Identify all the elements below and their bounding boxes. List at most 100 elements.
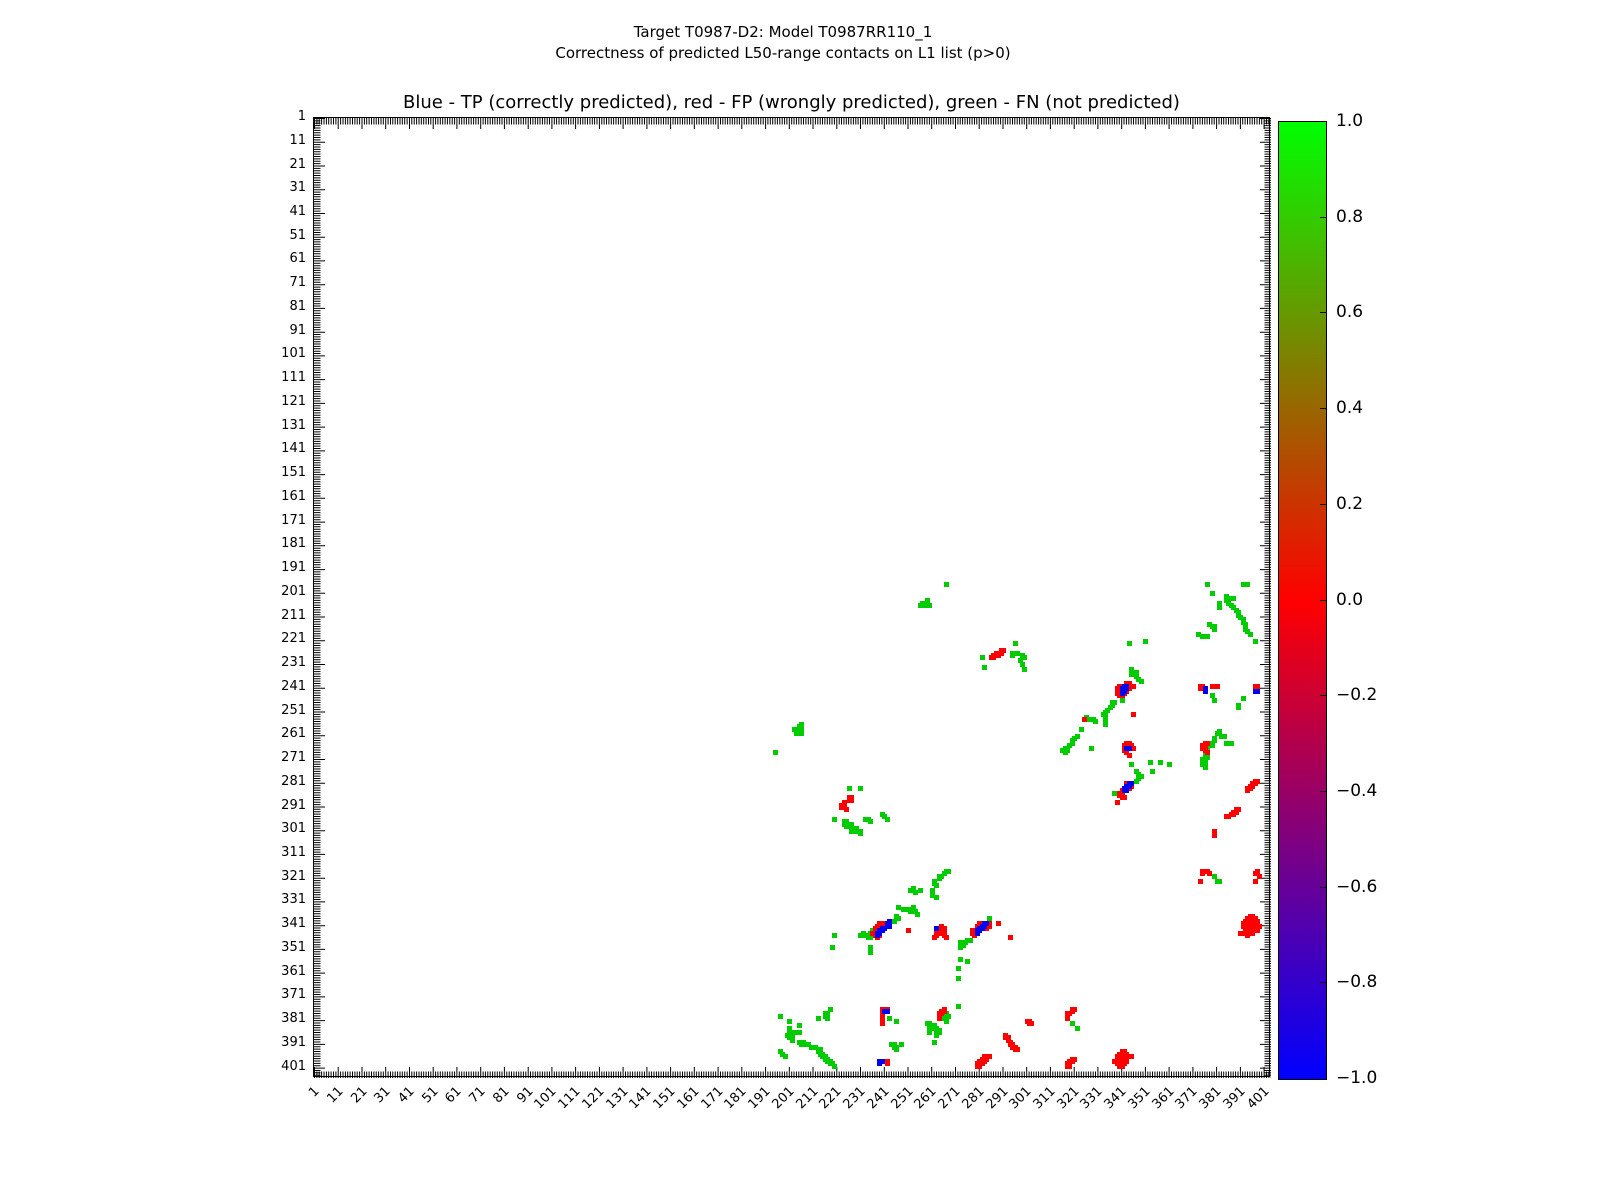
- fn-contact-cell: [955, 966, 961, 972]
- fn-contact-cell: [896, 904, 902, 910]
- fn-contact-cell: [917, 603, 923, 609]
- y-tick-label: 201: [281, 583, 306, 599]
- fn-contact-cell: [1245, 581, 1251, 587]
- fn-contact-cell: [858, 831, 864, 836]
- figure-title: Target T0987-D2: Model T0987RR110_1 Corr…: [0, 22, 1566, 64]
- fp-contact-cell: [844, 807, 850, 813]
- fn-contact-cell: [796, 1023, 802, 1029]
- fn-contact-cell: [796, 1030, 802, 1036]
- fn-contact-cell: [915, 911, 921, 917]
- y-tick-label: 281: [281, 773, 306, 789]
- fp-contact-cell: [1121, 795, 1127, 801]
- fn-contact-cell: [913, 890, 918, 896]
- fn-contact-cell: [1126, 641, 1132, 647]
- fn-contact-cell: [799, 731, 805, 737]
- fn-contact-cell: [787, 1018, 793, 1024]
- fn-contact-cell: [1216, 605, 1222, 611]
- fn-contact-cell: [1157, 759, 1163, 765]
- y-tick-label: 61: [289, 251, 306, 267]
- fp-contact-cell: [1197, 878, 1203, 884]
- colorbar-tick-label: −0.2: [1336, 685, 1378, 706]
- fn-contact-cell: [898, 1042, 904, 1048]
- fp-contact-cell: [1119, 1063, 1125, 1069]
- fp-contact-cell: [848, 797, 854, 803]
- y-tick-label: 71: [289, 275, 306, 291]
- fn-contact-cell: [832, 1063, 838, 1069]
- fn-contact-cell: [1202, 764, 1208, 770]
- fn-contact-cell: [884, 816, 890, 822]
- fp-contact-cell: [1008, 935, 1013, 941]
- fn-contact-cell: [789, 1037, 795, 1043]
- fp-contact-cell: [1131, 712, 1137, 718]
- colorbar-tick-label: 0.2: [1336, 493, 1364, 514]
- fp-contact-cell: [1029, 1020, 1035, 1026]
- heatmap-points: [314, 118, 1271, 1078]
- fn-contact-cell: [1022, 655, 1028, 661]
- fp-contact-cell: [1212, 833, 1218, 839]
- fn-contact-cell: [858, 933, 864, 939]
- y-tick-label: 231: [281, 655, 306, 670]
- fn-contact-cell: [1086, 717, 1092, 722]
- y-tick-label: 361: [281, 963, 306, 979]
- colorbar-tick-label: −0.4: [1336, 780, 1378, 801]
- colorbar-tick-label: −1.0: [1336, 1068, 1378, 1088]
- fn-contact-cell: [934, 1032, 940, 1038]
- y-tick-label: 1: [297, 109, 306, 124]
- y-tick-label: 21: [289, 156, 306, 172]
- fn-contact-cell: [777, 1013, 783, 1019]
- y-tick-label: 221: [281, 631, 306, 647]
- colorbar-tick: [1320, 216, 1327, 218]
- fn-contact-cell: [848, 828, 854, 834]
- y-tick-label: 81: [289, 298, 306, 314]
- colorbar-tick: [1320, 599, 1327, 601]
- fn-contact-cell: [1200, 633, 1206, 639]
- y-tick-label: 271: [281, 750, 306, 765]
- y-tick-label: 351: [281, 939, 306, 955]
- colorbar-tick-label: 0.6: [1336, 302, 1364, 323]
- fn-contact-cell: [1221, 733, 1227, 739]
- fn-contact-cell: [1112, 790, 1118, 796]
- fn-contact-cell: [955, 1004, 961, 1010]
- fn-contact-cell: [858, 785, 864, 791]
- fn-contact-cell: [846, 823, 852, 829]
- fn-contact-cell: [815, 1016, 821, 1022]
- fp-contact-cell: [1126, 752, 1132, 758]
- colorbar-tick-label: 1.0: [1336, 111, 1364, 131]
- figure-title-line2: Correctness of predicted L50-range conta…: [555, 44, 1011, 62]
- fn-contact-cell: [1150, 769, 1156, 775]
- y-tick-label: 111: [281, 370, 306, 386]
- fp-contact-cell: [1250, 930, 1256, 936]
- colorbar-tick: [1320, 408, 1327, 410]
- fp-contact-cell: [1065, 1016, 1070, 1022]
- fn-contact-cell: [1010, 652, 1016, 658]
- fn-contact-cell: [927, 1030, 933, 1036]
- fn-contact-cell: [1240, 695, 1246, 701]
- fn-contact-cell: [1133, 778, 1139, 784]
- colorbar-tick-label: 0.0: [1336, 589, 1364, 610]
- fn-contact-cell: [929, 892, 935, 898]
- fn-contact-cell: [1138, 679, 1144, 684]
- fn-contact-cell: [1133, 669, 1139, 675]
- fn-contact-cell: [946, 1013, 952, 1019]
- y-tick-label: 31: [289, 180, 306, 196]
- fn-contact-cell: [1062, 750, 1068, 756]
- fn-contact-cell: [1224, 740, 1229, 746]
- tp-contact-cell: [1119, 690, 1125, 696]
- tp-contact-cell: [974, 930, 980, 936]
- fn-contact-cell: [894, 1047, 899, 1052]
- fp-contact-cell: [905, 928, 911, 934]
- y-tick-label: 211: [281, 607, 306, 623]
- y-tick-label: 131: [281, 417, 306, 433]
- y-tick-label: 371: [281, 987, 306, 1003]
- fn-contact-cell: [827, 1006, 833, 1012]
- fn-contact-cell: [773, 750, 778, 756]
- fn-contact-cell: [932, 1039, 937, 1045]
- fn-contact-cell: [825, 1016, 831, 1022]
- fn-contact-cell: [936, 876, 942, 882]
- fn-contact-cell: [979, 655, 985, 661]
- tp-contact-cell: [877, 1061, 883, 1067]
- fn-contact-cell: [1212, 698, 1218, 703]
- fp-contact-cell: [1205, 750, 1210, 756]
- fp-contact-cell: [1257, 873, 1263, 879]
- y-tick-label: 391: [281, 1034, 306, 1050]
